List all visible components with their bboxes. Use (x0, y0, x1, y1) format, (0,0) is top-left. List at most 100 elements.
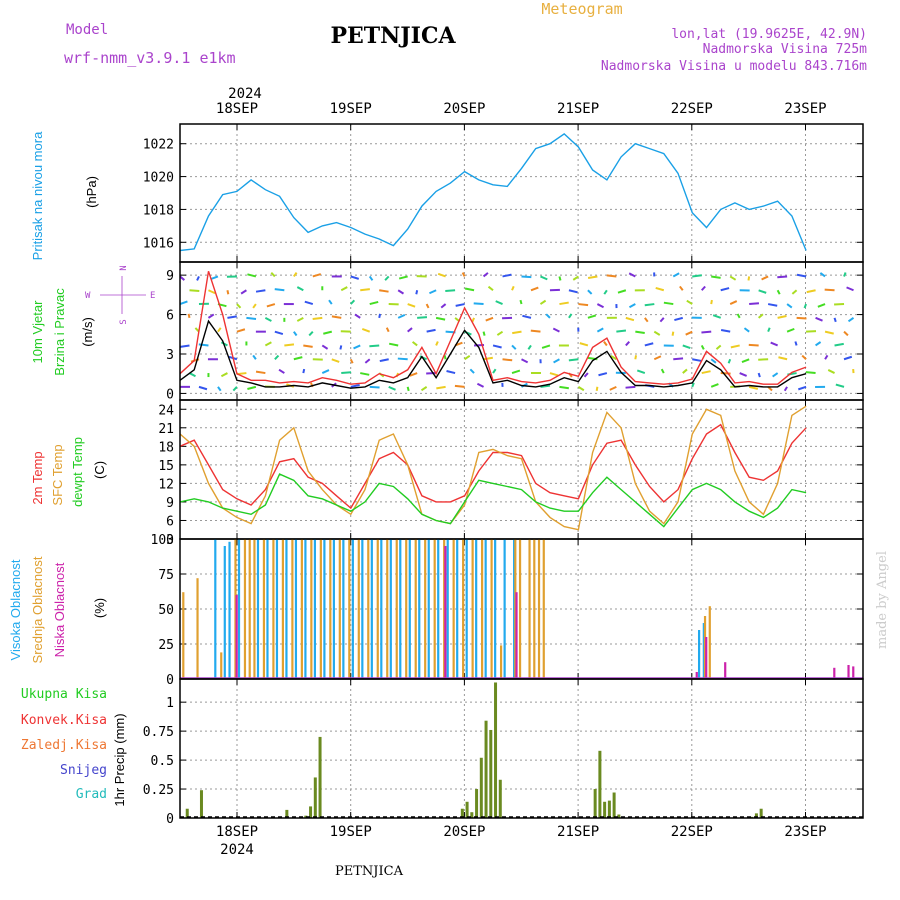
wind-arrow (208, 289, 216, 295)
cloud-bar (329, 539, 332, 679)
wind-arrow (511, 369, 521, 375)
wind-series-1-line (179, 270, 807, 385)
cloud-bar (424, 539, 427, 679)
wind-arrow (625, 385, 636, 389)
wind-arrow (349, 358, 354, 364)
wind-arrow (361, 328, 371, 333)
wind-arrow (729, 300, 738, 305)
wind-arrow (819, 272, 826, 278)
cloud-bar (465, 539, 468, 679)
wind-arrow (711, 275, 721, 279)
wind-arrow (397, 289, 405, 295)
wind-arrow (596, 327, 604, 333)
top-day-label: 23SEP (784, 101, 826, 117)
wind-arrow (321, 369, 330, 374)
wind-arrow (369, 344, 380, 348)
wind-arrow (778, 356, 788, 361)
wind-arrow (255, 289, 266, 293)
wind-arrow (835, 383, 845, 388)
sfc-temp-line (179, 405, 807, 531)
wind-arrow (512, 330, 522, 335)
wind-arrow (274, 354, 280, 360)
cloud-bar (256, 539, 260, 679)
wind-arrow (817, 303, 826, 308)
top-day-label: 19SEP (330, 101, 372, 117)
wind-arrow (482, 272, 489, 278)
wind-arrow (579, 342, 589, 347)
wind-arrows (179, 272, 855, 392)
cloud-bar (513, 539, 516, 679)
wind-arrow (397, 313, 406, 319)
wind-arrow (644, 317, 649, 323)
wind-arrow (628, 303, 636, 309)
cloud-bar (533, 539, 536, 679)
svg-text:Pritisak na nivou mora: Pritisak na nivou mora (30, 131, 45, 260)
cloud-bar (503, 539, 506, 679)
wind-arrow (502, 273, 512, 278)
wind-arrow (492, 344, 502, 349)
precip-axis-label: 1hr Precip (mm) (112, 713, 127, 806)
wind-arrow (701, 370, 711, 375)
wind-arrow (236, 303, 242, 309)
cloud-bar (291, 539, 294, 679)
wind-arrow (492, 368, 497, 374)
wind-arrow (354, 313, 361, 319)
wind-arrow (715, 344, 722, 350)
wind-arrow (672, 272, 680, 278)
wind-arrow (843, 355, 853, 361)
wind-arrow (420, 386, 428, 392)
cloud-bar (196, 578, 199, 679)
precip-bar (475, 789, 479, 818)
cloud-bar (462, 539, 465, 679)
wind-frame (179, 261, 864, 401)
model-altitude-label: Nadmorska Visina u modelu 843.716m (601, 59, 867, 74)
bottom-year-label: 2024 (220, 842, 254, 858)
svg-text:Visoka Oblacnost: Visoka Oblacnost (8, 559, 23, 660)
wind-arrow (350, 275, 360, 280)
cloud-bar (444, 546, 447, 679)
wind-arrow (700, 285, 706, 291)
wind-arrow (671, 331, 675, 336)
wind-arrow (397, 357, 408, 361)
wind-arrow (436, 385, 446, 390)
wind-arrow (805, 371, 816, 375)
svg-text:E: E (150, 291, 155, 301)
svg-text:W: W (85, 291, 91, 301)
wind-arrow (464, 354, 471, 361)
wind-arrow (843, 272, 847, 277)
cloud-bar (304, 539, 307, 679)
wind-arrow (777, 315, 787, 319)
cloud-bar (248, 539, 251, 679)
wind-arrow (659, 317, 665, 323)
cloud-bar (313, 539, 317, 679)
y-tick-label: 1020 (143, 171, 174, 186)
wind-arrow (496, 330, 504, 336)
wind-arrow (767, 303, 778, 307)
cloud-bar (724, 662, 727, 679)
wind-arrow (353, 344, 361, 350)
wind-arrow (350, 384, 360, 388)
cloud-bar (418, 539, 421, 679)
y-tick-label: 6 (166, 309, 174, 324)
wind-arrow (568, 313, 573, 319)
dewpt-temp-line (179, 473, 807, 528)
wind-arrow (406, 386, 410, 392)
svg-text:S: S (119, 319, 129, 324)
cloud-bar (319, 539, 322, 679)
cloud-bar (370, 539, 373, 679)
wind-arrow (628, 272, 636, 278)
cloud-panel: 0 25 50 75 100 (151, 533, 864, 688)
y-tick-label: 50 (158, 603, 174, 618)
wind-arrow (815, 316, 823, 322)
wind-arrow (761, 275, 769, 281)
cloud-bar (272, 539, 275, 679)
wind-arrow (303, 344, 313, 348)
wind-arrow (786, 327, 795, 333)
precip-bar (465, 801, 469, 818)
cloud-bar (427, 539, 430, 679)
wind-arrow (710, 358, 717, 364)
wind-arrow (791, 289, 798, 295)
cloud-bar (514, 539, 517, 679)
cloud-bar (833, 667, 836, 679)
